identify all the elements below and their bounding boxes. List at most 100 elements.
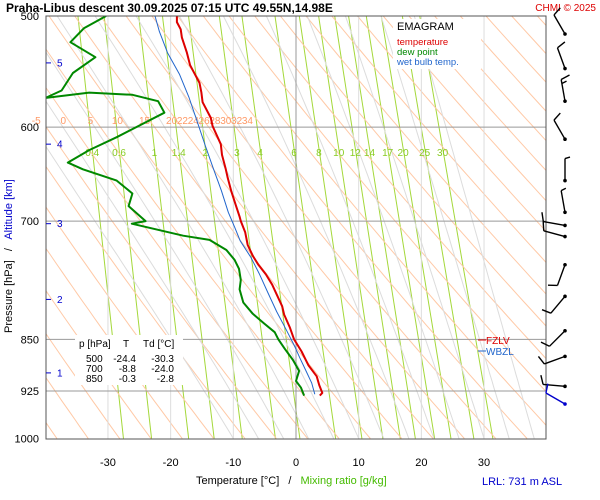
dry-adiabat-line (48, 16, 371, 439)
wind-barb (563, 156, 571, 183)
wind-barb-feather (541, 212, 545, 222)
wind-barb-feather (537, 356, 545, 365)
dry-adiabat-label: 30 (220, 116, 232, 127)
altitude-tick-label: 3 (57, 219, 63, 230)
x-axis-label: Temperature [°C] / Mixing ratio [g/kg] (196, 475, 387, 487)
dry-adiabat-label: 20 (166, 116, 178, 127)
dry-adiabat-line (46, 165, 246, 439)
wind-barb-feather (557, 41, 566, 49)
wind-barb (540, 375, 567, 389)
mixing-ratio-line (334, 16, 401, 439)
mixing-ratio-label: 3 (234, 148, 240, 159)
mixing-ratio-label: 1.4 (172, 148, 186, 159)
temp-tick-label: 20 (415, 457, 427, 469)
wind-barb-feather (545, 383, 549, 394)
mixing-ratio-label: 30 (437, 148, 449, 159)
legend-item-temperature: temperature (397, 37, 448, 48)
temp-tick-label: -30 (100, 457, 116, 469)
dry-adiabat-line (177, 16, 528, 439)
dry-adiabat-line (46, 332, 121, 439)
dry-adiabat-line (459, 16, 546, 112)
wind-barb-dot (563, 32, 567, 36)
dry-adiabat-line (46, 206, 214, 439)
wind-barb-shaft (545, 392, 566, 405)
y-label-pressure: Pressure [hPa] (3, 260, 15, 333)
mixing-ratio-line (241, 16, 301, 439)
dry-adiabat-label: 5 (88, 116, 94, 127)
wind-barb-dot (563, 384, 567, 389)
wind-barb (560, 74, 570, 103)
wind-barb-shaft (556, 47, 566, 69)
wind-barb-shaft (543, 220, 566, 227)
table-box (75, 335, 183, 385)
wind-barb-shaft (550, 295, 566, 314)
moist-adiabat-line (344, 16, 485, 439)
dry-adiabat-line (280, 16, 546, 327)
x-label-temp: Temperature [°C] (196, 475, 279, 487)
wind-barb (540, 328, 567, 347)
dry-adiabat-label: 22 (177, 116, 189, 127)
wind-barb-dot (563, 402, 567, 406)
wind-barb-shaft (543, 230, 566, 238)
mixing-ratio-line (298, 16, 363, 439)
moist-adiabat-line (56, 16, 309, 439)
altitude-tick-label: 5 (57, 58, 63, 69)
y-label-altitude: Altitude [km] (3, 179, 15, 240)
moist-adiabat-line (222, 16, 410, 439)
mixing-ratio-label: 0.4 (85, 148, 99, 159)
mixing-ratio-label: 8 (316, 148, 322, 159)
wind-barb-shaft (553, 14, 566, 35)
wind-barb-shaft (544, 355, 566, 365)
moist-adiabat-line (135, 16, 360, 439)
dry-adiabat-line (254, 16, 546, 360)
dry-adiabat-label: 15 (139, 116, 151, 127)
wind-barbs (537, 7, 571, 406)
dry-adiabat-line (99, 16, 434, 439)
mixing-ratio-label: 17 (382, 148, 394, 159)
mixing-ratio-line (274, 16, 337, 439)
dry-adiabat-label: 0 (61, 116, 67, 127)
mixing-ratio-label: 4 (257, 148, 263, 159)
dry-adiabat-line (151, 16, 496, 439)
mixing-ratio-line (419, 16, 494, 439)
mixing-ratio-label: 20 (398, 148, 410, 159)
wind-barb-feather (553, 7, 561, 16)
wind-barb-dot (563, 328, 567, 333)
wind-barb-feather (560, 74, 570, 81)
profile-series (46, 16, 324, 397)
wind-barb-dot (563, 223, 567, 228)
temp-tick-label: 10 (353, 457, 365, 469)
mixing-ratio-line (318, 16, 384, 439)
altitude-tick-label: 1 (57, 368, 63, 379)
wind-barb-shaft (556, 264, 566, 286)
wind-barb (542, 221, 567, 239)
altitude-tick-label: 2 (57, 295, 63, 306)
mixing-ratio-label: 12 (350, 148, 362, 159)
table-cell: 850 (86, 374, 103, 385)
moist-adiabat-line (46, 145, 234, 439)
wind-barb (545, 383, 567, 406)
wind-barb-dot (563, 354, 567, 359)
mixing-ratio-label: 0.6 (112, 148, 126, 159)
wind-barb-dot (563, 137, 567, 141)
legend-box (393, 19, 481, 69)
wind-barb (547, 262, 567, 287)
mixing-ratio-label: 10 (333, 148, 345, 159)
dry-adiabat-line (46, 376, 89, 439)
moist-adiabat-line (265, 16, 435, 439)
wind-barb (537, 354, 567, 365)
dry-adiabat-label: 26 (199, 116, 211, 127)
dry-adiabat-line (202, 16, 546, 426)
moist-adiabat-line (306, 16, 460, 439)
wind-barb-half-feather (560, 187, 567, 192)
table-header-p: p [hPa] (79, 339, 111, 350)
dry-adiabat-line (357, 16, 546, 232)
table-cell: -2.8 (157, 374, 175, 385)
grid-labels: 0.4 0.6 1 1.4 2 3 4 6 8 10 12 14 17 20 25 30-5 0 5 10 15 20 2… (32, 116, 449, 159)
wind-barb-dot (563, 294, 567, 299)
legend-item-wetbulb: wet bulb temp. (396, 57, 459, 68)
legend-item-dewpoint: dew point (397, 47, 438, 58)
wind-barb-half-feather (561, 80, 567, 85)
